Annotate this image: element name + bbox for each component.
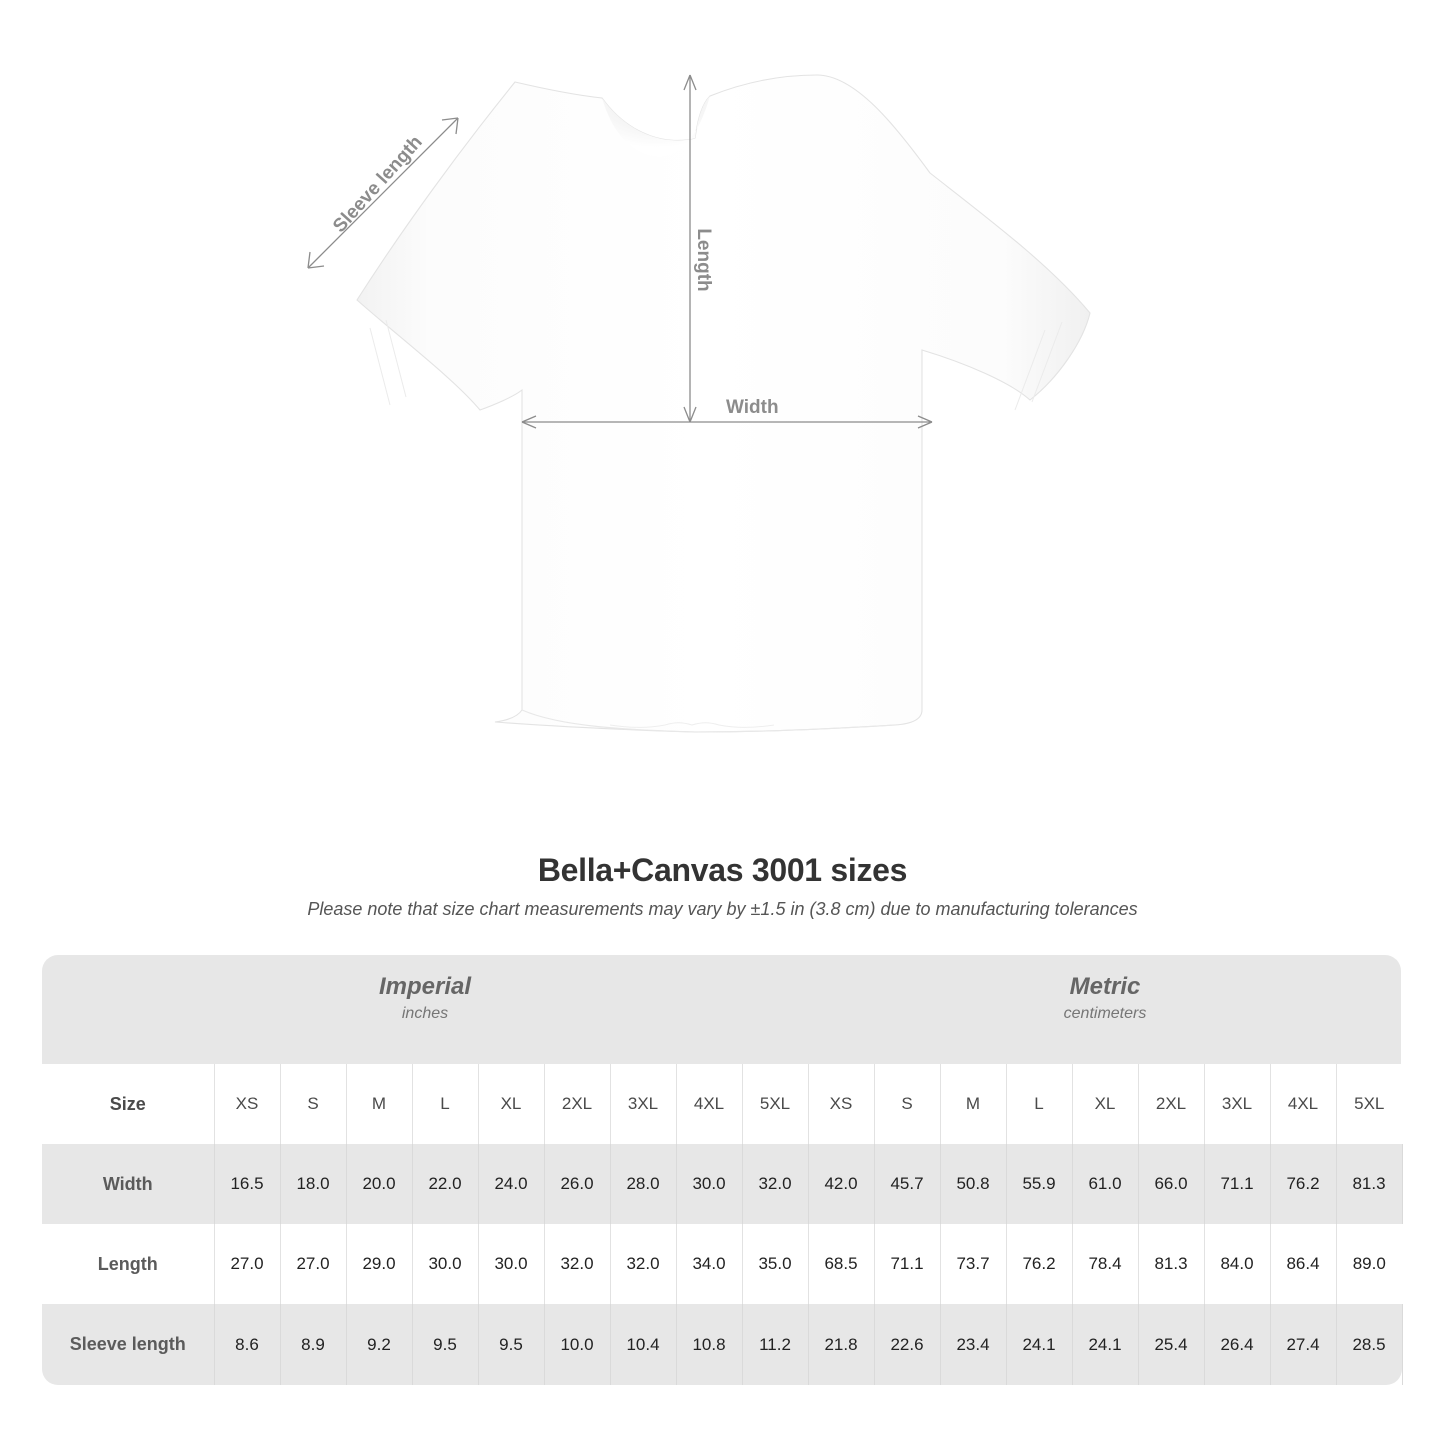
svg-text:Length: Length <box>693 228 714 291</box>
svg-text:Width: Width <box>726 397 779 418</box>
